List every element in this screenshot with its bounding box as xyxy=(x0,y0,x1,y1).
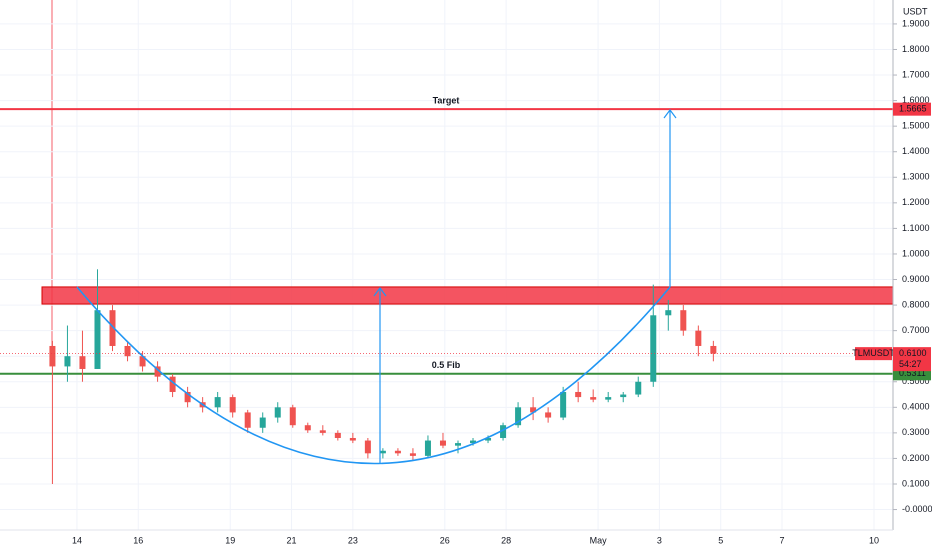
price-tag-label: 0.5311 xyxy=(899,368,926,378)
candle-body xyxy=(154,366,161,377)
candle-body xyxy=(439,440,446,446)
y-tick-label: 0.8000 xyxy=(902,299,930,309)
candle-body xyxy=(304,425,311,431)
candle-body xyxy=(49,345,56,367)
x-tick-label: 5 xyxy=(718,535,723,545)
cup-curve xyxy=(76,286,671,465)
candle-body xyxy=(695,330,702,346)
candle-body xyxy=(560,391,567,418)
axis: -0.0000 0.1000 0.2000 0.3000 0.4000 0.5000 0.6… xyxy=(72,18,932,545)
candle-body xyxy=(79,356,86,369)
y-tick-label: 0.2000 xyxy=(902,453,930,463)
candle-body xyxy=(334,432,341,438)
candle-body xyxy=(349,437,356,441)
y-tick-label: 1.5000 xyxy=(902,121,930,131)
y-tick-label: 0.4000 xyxy=(902,402,930,412)
x-tick-label: 28 xyxy=(501,535,511,545)
candle-body xyxy=(379,450,386,454)
candle-body xyxy=(184,391,191,403)
arrows xyxy=(373,109,677,464)
candle-body xyxy=(665,310,672,316)
candle-body xyxy=(289,407,296,426)
y-tick-label: 0.7000 xyxy=(902,325,930,335)
x-tick-label: 19 xyxy=(225,535,235,545)
candle-body xyxy=(575,391,582,398)
y-tick-label: 1.8000 xyxy=(902,44,930,54)
candle-body xyxy=(470,440,477,444)
level-label: 0.5 Fib xyxy=(432,360,461,370)
candle-body xyxy=(545,412,552,418)
y-tick-label: 1.0000 xyxy=(902,248,930,258)
arrow-head xyxy=(373,287,387,297)
candle-body xyxy=(109,310,116,346)
candle-body xyxy=(605,397,612,400)
candle-body xyxy=(94,310,101,369)
currency-label: USDT xyxy=(903,6,928,16)
y-tick-label: 1.9000 xyxy=(902,18,930,28)
price-tag xyxy=(893,347,931,372)
candle-body xyxy=(680,310,687,331)
x-tick-label: 16 xyxy=(133,535,143,545)
candle-body xyxy=(124,345,131,357)
x-tick-label: 3 xyxy=(657,535,662,545)
candle-body xyxy=(229,397,236,413)
candle-body xyxy=(710,345,717,354)
candle-body xyxy=(424,440,431,456)
symbol-tag xyxy=(855,347,892,361)
candle-body xyxy=(454,443,461,446)
x-tick-label: May xyxy=(590,535,608,545)
candle-body xyxy=(319,430,326,433)
resistance-zone xyxy=(41,286,894,305)
x-tick-label: 26 xyxy=(440,535,450,545)
y-tick-label: 1.7000 xyxy=(902,69,930,79)
level-label: Target xyxy=(433,96,460,106)
candle-body xyxy=(650,315,657,382)
y-tick-label: 1.2000 xyxy=(902,197,930,207)
x-tick-label: 10 xyxy=(869,535,879,545)
y-tick-label: 0.9000 xyxy=(902,274,930,284)
y-tick-label: -0.0000 xyxy=(902,504,932,514)
plot: Target 0.5 Fib xyxy=(0,96,894,484)
candle-body xyxy=(364,440,371,454)
x-tick-label: 21 xyxy=(287,535,297,545)
y-tick-label: 1.4000 xyxy=(902,146,930,156)
candle-body xyxy=(139,356,146,367)
y-tick-label: 1.1000 xyxy=(902,223,930,233)
candle-body xyxy=(409,453,416,456)
y-tick-label: 0.3000 xyxy=(902,427,930,437)
price-tag-label: 0.6100 xyxy=(899,348,927,358)
price-tag xyxy=(893,102,931,116)
candle-body xyxy=(259,417,266,428)
candle-body xyxy=(635,381,642,395)
price-tag-label: 1.5665 xyxy=(899,104,927,114)
y-tick-label: 0.5000 xyxy=(902,376,930,386)
candle-body xyxy=(515,407,522,426)
arrow-head xyxy=(663,109,677,119)
candle-body xyxy=(620,394,627,398)
y-tick-label: 1.6000 xyxy=(902,95,930,105)
x-tick-label: 23 xyxy=(348,535,358,545)
candle-body xyxy=(274,407,281,418)
symbol-tag-label: TLMUSDT xyxy=(852,348,895,358)
x-tick-label: 7 xyxy=(780,535,785,545)
candle-body xyxy=(394,450,401,454)
candle-body xyxy=(485,437,492,441)
candle-body xyxy=(530,407,537,413)
x-tick-label: 14 xyxy=(72,535,82,545)
candle-body xyxy=(64,356,71,367)
y-tick-label: 1.3000 xyxy=(902,172,930,182)
countdown-label: 54:27 xyxy=(899,359,922,369)
candle-body xyxy=(500,425,507,438)
candle-body xyxy=(590,397,597,400)
y-tick-label: 0.1000 xyxy=(902,478,930,488)
candle-body xyxy=(169,376,176,392)
grid xyxy=(0,0,893,530)
candle-body xyxy=(244,412,251,428)
candle-body xyxy=(214,397,221,408)
